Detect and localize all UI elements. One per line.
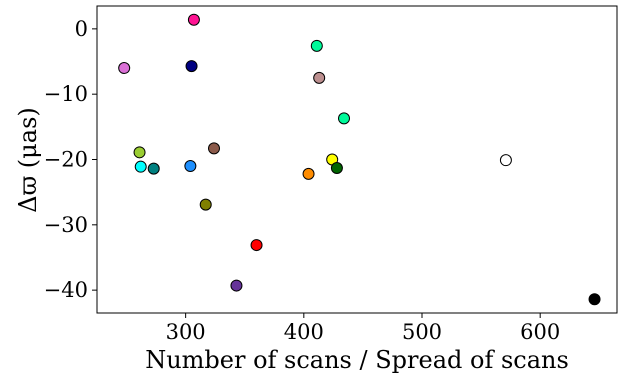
- data-point-0: [118, 62, 131, 75]
- plot-frame: [96, 5, 618, 314]
- y-axis-ticks: 0 −10 −20 −30 −40: [44, 17, 97, 302]
- data-point-11: [302, 167, 315, 180]
- x-tick-label-3: 600: [520, 320, 560, 344]
- data-point-17: [499, 154, 512, 167]
- x-tick-label-2: 500: [402, 320, 442, 344]
- y-tick-label-0: 0: [75, 17, 88, 41]
- data-point-2: [134, 160, 147, 173]
- data-point-4: [184, 160, 197, 173]
- y-tick-label-2: −20: [44, 148, 88, 172]
- y-tick-label-4: −40: [44, 278, 88, 302]
- data-point-12: [310, 39, 323, 52]
- x-axis-ticks: 300 400 500 600: [166, 313, 560, 344]
- data-point-8: [208, 142, 220, 155]
- data-point-6: [187, 13, 200, 26]
- y-tick-label-3: −30: [44, 213, 88, 237]
- x-tick-label-0: 300: [166, 320, 206, 344]
- data-point-15: [330, 161, 343, 174]
- y-axis-label: Δϖ (μas): [14, 107, 42, 212]
- data-point-10: [250, 239, 263, 252]
- data-points: [118, 13, 601, 306]
- data-point-9: [230, 279, 243, 292]
- data-point-3: [147, 162, 160, 175]
- data-point-7: [199, 198, 212, 211]
- data-point-5: [185, 60, 198, 73]
- y-tick-label-1: −10: [44, 82, 88, 106]
- data-point-13: [313, 71, 326, 84]
- x-tick-label-1: 400: [284, 320, 324, 344]
- x-axis-label: Number of scans / Spread of scans: [145, 346, 569, 374]
- data-point-18: [588, 293, 601, 306]
- data-point-16: [338, 112, 350, 125]
- data-point-1: [133, 146, 146, 159]
